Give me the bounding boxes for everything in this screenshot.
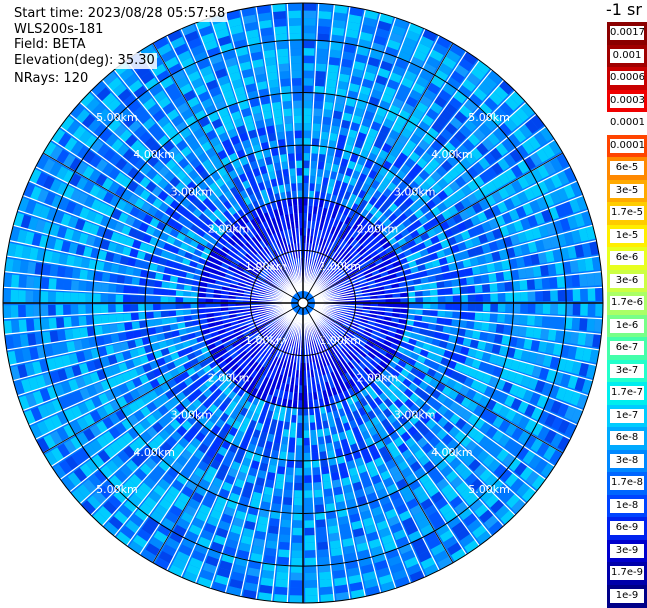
colorbar-tick-label: 6e-8 [610,431,644,446]
range-ring-label: 5.00km [96,111,138,124]
device-text: WLS200s-181 [12,22,106,38]
range-ring-label: 3.00km [394,409,436,422]
colorbar-tick-label: 1e-7 [610,408,644,423]
range-ring-label: 2.00km [208,371,250,384]
range-ring-label: 4.00km [133,446,175,459]
azimuth-line [152,302,304,564]
range-ring-label: 4.00km [431,148,473,161]
range-ring-label: 1.00km [245,260,287,273]
colorbar-tick-label: 3e-5 [610,183,644,198]
colorbar-tick-label: 1.7e-6 [610,296,644,311]
colorbar-tick-label: 6e-9 [610,521,644,536]
range-ring-label: 5.00km [468,483,510,496]
azimuth-line [302,302,454,564]
range-ring-label: 5.00km [96,483,138,496]
colorbar-tick-label: 3e-9 [610,543,644,558]
colorbar-tick-label: 0.0006 [610,71,644,86]
ppi-grid: 1.00km 1.00km 1.00km 1.00km 2.00km 2.00km 2.00… [2,2,604,604]
colorbar-tick-label: 1e-6 [610,318,644,333]
azimuth-line [302,42,454,304]
azimuth-line [152,42,304,304]
field-text: Field: BETA [12,37,88,53]
azimuth-line [302,302,564,454]
colorbar-tick-label: 1e-9 [610,588,644,603]
colorbar-tick-label: 0.0003 [610,93,644,108]
azimuth-line [302,152,564,304]
range-ring-label: 3.00km [171,409,213,422]
center-marker [297,297,309,309]
range-ring-label: 4.00km [431,446,473,459]
azimuth-line [42,152,304,304]
nrays-text: NRays: 120 [12,71,91,87]
range-ring-label: 1.00km [319,334,361,347]
colorbar-unit-label: -1 sr [606,0,642,19]
colorbar-tick-label: 1.7e-9 [610,566,644,581]
colorbar-tick-label: 1.7e-7 [610,386,644,401]
colorbar-tick-label: 1e-5 [610,228,644,243]
ppi-plot: 1.00km 1.00km 1.00km 1.00km 2.00km 2.00km 2.00… [2,2,604,604]
elevation-text: Elevation(deg): 35.30 [12,53,157,69]
colorbar-tick-label: 6e-6 [610,251,644,266]
colorbar-tick-label: 1e-8 [610,498,644,513]
colorbar-tick-label: 3e-6 [610,273,644,288]
colorbar-tick-label: 0.0001 [610,138,644,153]
azimuth-line [42,302,304,454]
colorbar-tick-label: 0.0017 [610,26,644,41]
range-ring-label: 5.00km [468,111,510,124]
colorbar-tick-label: 3e-8 [610,453,644,468]
colorbar-tick-label: 6e-5 [610,161,644,176]
start-time-text: Start time: 2023/08/28 05:57:58 [12,6,228,22]
range-ring-label: 2.00km [357,371,399,384]
range-ring-label: 1.00km [319,260,361,273]
colorbar: 0.0017 0.001 0.0006 0.0003 0.00017 0.0001 6e-5… [607,22,647,608]
range-ring-label: 3.00km [394,185,436,198]
range-ring-label: 4.00km [133,148,175,161]
colorbar-tick-label: 1.7e-5 [610,206,644,221]
range-ring-label: 3.00km [171,185,213,198]
colorbar-tick-label: 1.7e-8 [610,476,644,491]
colorbar-tick-label: 0.00017 [610,116,644,131]
range-ring-label: 1.00km [245,334,287,347]
colorbar-tick-label: 3e-7 [610,363,644,378]
colorbar-tick-label: 0.001 [610,48,644,63]
colorbar-tick-label: 6e-7 [610,341,644,356]
range-ring-label: 2.00km [357,223,399,236]
range-ring-label: 2.00km [208,223,250,236]
